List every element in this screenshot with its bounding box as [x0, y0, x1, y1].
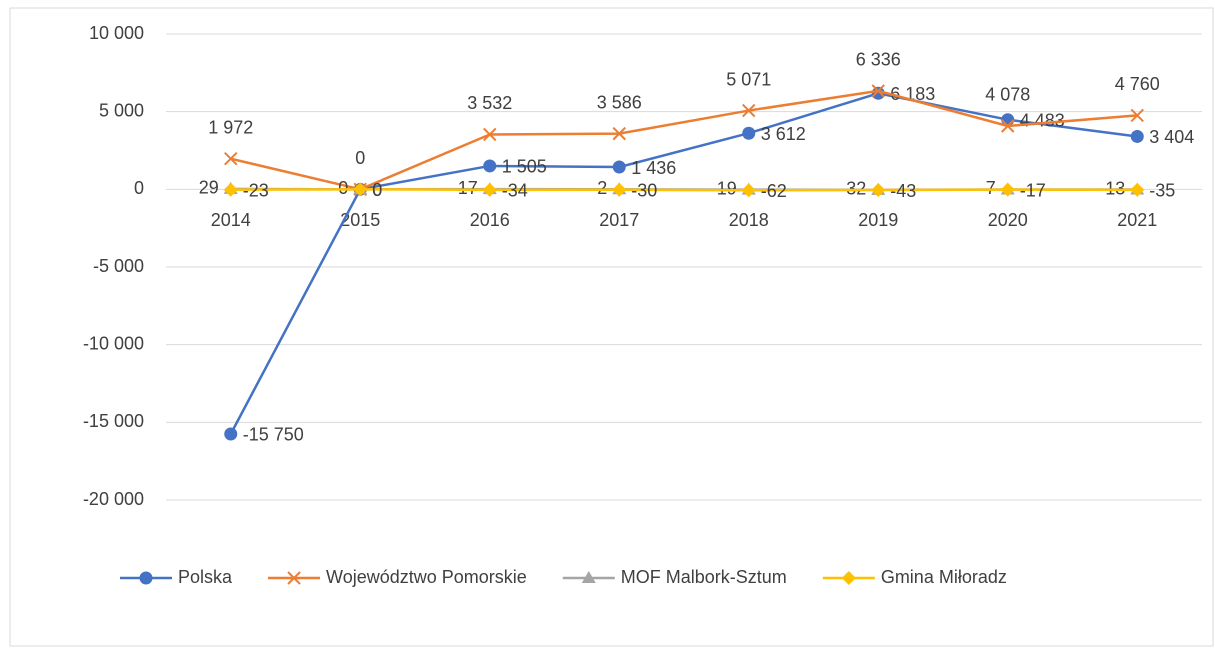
marker — [483, 159, 497, 173]
data-label: 0 — [338, 178, 348, 198]
x-tick-label: 2018 — [729, 210, 769, 230]
x-tick-label: 2016 — [470, 210, 510, 230]
series-line — [229, 92, 1138, 435]
series-line — [230, 89, 1138, 191]
data-label: -23 — [243, 180, 269, 200]
marker — [224, 427, 238, 441]
chart-frame — [9, 7, 1214, 647]
y-tick-label: 0 — [134, 178, 144, 198]
data-label: 0 — [355, 148, 365, 168]
data-label: 1 972 — [208, 117, 253, 137]
data-label: 6 336 — [856, 50, 901, 70]
data-label: -17 — [1020, 180, 1046, 200]
y-tick-label: -15 000 — [83, 411, 144, 431]
marker — [1130, 182, 1145, 197]
marker — [224, 151, 238, 166]
data-label: -34 — [502, 181, 528, 201]
data-label: 3 612 — [761, 124, 806, 144]
legend-label: Polska — [178, 567, 233, 587]
data-label: 1 505 — [502, 157, 547, 177]
data-label: 29 — [199, 178, 219, 198]
x-tick-label: 2017 — [599, 210, 639, 230]
marker — [871, 183, 886, 198]
legend-label: Gmina Miłoradz — [881, 567, 1007, 587]
marker — [742, 126, 756, 140]
marker — [871, 86, 885, 100]
y-tick-label: -20 000 — [83, 489, 144, 509]
data-label: 2 — [597, 178, 607, 198]
y-tick-label: -10 000 — [83, 333, 144, 353]
marker — [612, 182, 627, 197]
data-label: 1 436 — [631, 158, 676, 178]
marker — [741, 183, 756, 198]
y-tick-label: -5 000 — [93, 256, 144, 276]
data-label: 0 — [372, 180, 382, 200]
data-label: 3 586 — [597, 92, 642, 112]
data-label: -7 — [980, 178, 996, 198]
marker — [353, 182, 368, 197]
legend-label: Województwo Pomorskie — [326, 567, 527, 587]
legend-marker — [841, 571, 856, 585]
data-label: 17 — [458, 178, 478, 198]
legend-marker — [581, 571, 596, 583]
marker — [223, 182, 238, 197]
marker — [1130, 108, 1144, 123]
marker — [742, 103, 756, 118]
data-label: -35 — [1149, 181, 1175, 201]
x-tick-label: 2015 — [340, 210, 380, 230]
marker — [612, 126, 626, 141]
series-line — [230, 188, 1138, 192]
x-tick-label: 2021 — [1117, 210, 1157, 230]
data-label: -32 — [840, 179, 866, 199]
data-label: 3 532 — [467, 93, 512, 113]
x-tick-label: 2019 — [858, 210, 898, 230]
data-label: -13 — [1099, 178, 1125, 198]
legend-label: MOF Malbork-Sztum — [621, 567, 787, 587]
x-tick-label: 2020 — [988, 210, 1028, 230]
marker — [871, 84, 885, 98]
data-label: -62 — [761, 181, 787, 201]
data-label: 4 483 — [1020, 110, 1065, 130]
data-label: -19 — [711, 178, 737, 198]
x-tick-label: 2014 — [211, 210, 251, 230]
marker — [483, 127, 497, 142]
y-tick-label: 5 000 — [99, 100, 144, 120]
marker — [612, 160, 626, 174]
marker — [482, 182, 497, 197]
data-label: 4 078 — [985, 85, 1030, 105]
data-label: -15 750 — [243, 425, 304, 445]
data-label: -30 — [631, 181, 657, 201]
legend-marker — [287, 571, 301, 585]
marker — [1001, 119, 1015, 133]
legend-marker — [139, 571, 153, 585]
data-label: 3 404 — [1149, 127, 1194, 147]
marker — [1000, 182, 1015, 197]
marker — [1130, 129, 1144, 143]
data-label: 5 071 — [726, 69, 771, 89]
data-label: -43 — [890, 181, 916, 201]
data-label: 4 760 — [1115, 74, 1160, 94]
y-tick-label: 10 000 — [89, 23, 144, 43]
data-label: 6 183 — [890, 84, 935, 104]
